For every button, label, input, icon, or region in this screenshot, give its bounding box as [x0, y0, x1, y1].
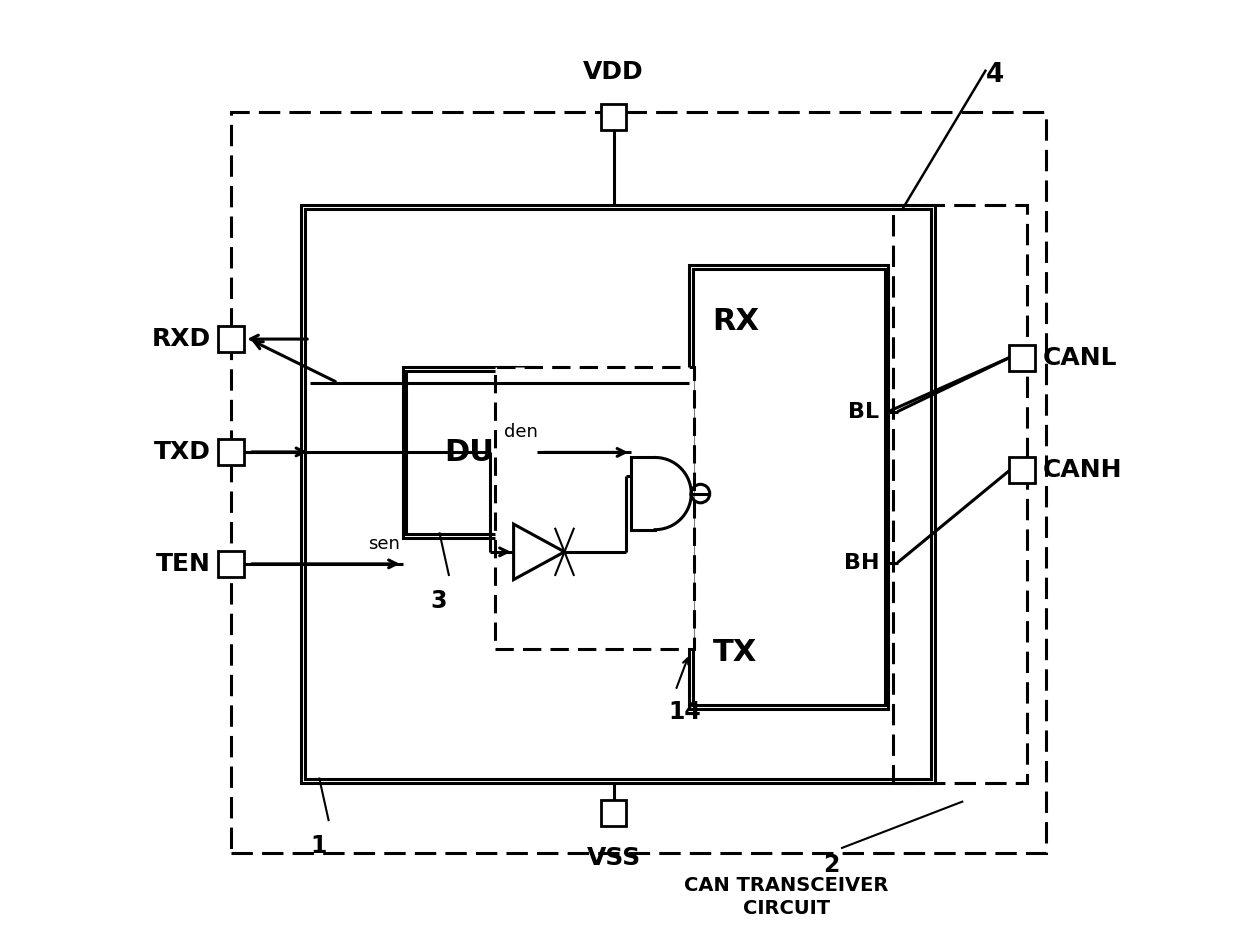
- Text: CANL: CANL: [1043, 345, 1117, 370]
- Bar: [403, 367, 537, 538]
- Text: TX: TX: [713, 639, 756, 668]
- Bar: [305, 209, 931, 779]
- Text: den: den: [505, 424, 538, 441]
- Bar: [218, 439, 244, 465]
- Text: DU: DU: [445, 438, 495, 467]
- Bar: [1009, 457, 1035, 483]
- Text: CAN TRANSCEIVER
CIRCUIT: CAN TRANSCEIVER CIRCUIT: [684, 876, 889, 918]
- Text: RXD: RXD: [153, 327, 211, 351]
- Bar: [600, 104, 626, 130]
- Text: 3: 3: [430, 589, 446, 613]
- Bar: [1009, 344, 1035, 371]
- Text: sen: sen: [368, 534, 401, 553]
- Bar: [689, 265, 888, 709]
- Bar: [693, 269, 884, 706]
- Text: TXD: TXD: [154, 440, 211, 464]
- Text: VSS: VSS: [587, 846, 641, 870]
- Bar: [495, 367, 694, 649]
- Text: VDD: VDD: [583, 60, 644, 84]
- Bar: [232, 113, 1045, 853]
- Bar: [600, 800, 626, 826]
- Text: BH: BH: [843, 553, 879, 573]
- Text: TEN: TEN: [156, 552, 211, 576]
- Text: 1: 1: [310, 834, 326, 858]
- Text: 14: 14: [668, 700, 701, 724]
- Text: BL: BL: [848, 401, 879, 422]
- Bar: [893, 205, 1027, 783]
- Bar: [218, 551, 244, 577]
- Text: CANH: CANH: [1043, 458, 1122, 482]
- Bar: [407, 371, 533, 534]
- Text: 2: 2: [823, 853, 839, 876]
- Text: 4: 4: [986, 61, 1003, 88]
- Text: RX: RX: [713, 306, 760, 336]
- Bar: [301, 205, 935, 783]
- Bar: [218, 326, 244, 352]
